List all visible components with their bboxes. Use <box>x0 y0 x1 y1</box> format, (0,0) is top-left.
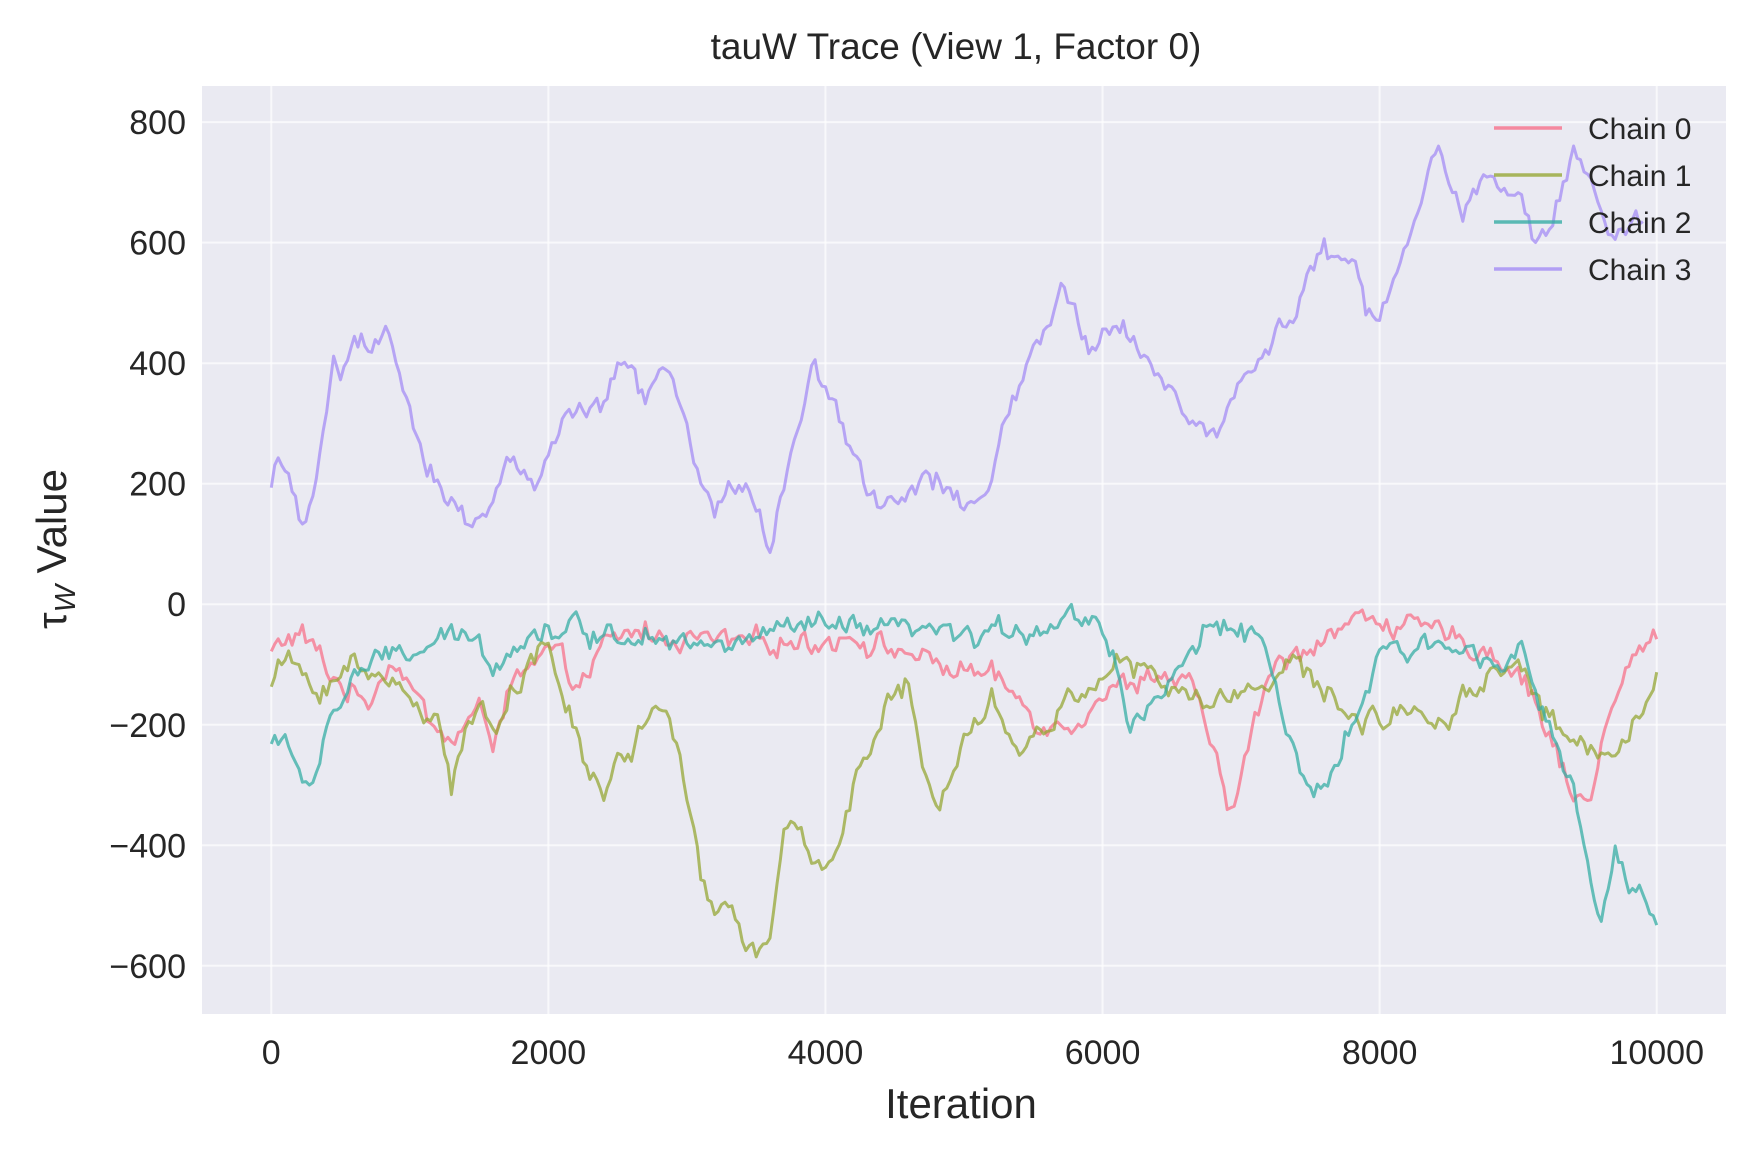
series-layer <box>269 144 1659 959</box>
plot-area <box>202 86 1726 1014</box>
y-axis-label-subscript: W <box>50 582 82 612</box>
legend: Chain 0 Chain 1 Chain 2 Chain 3 <box>1494 113 1691 287</box>
legend-label-chain-1: Chain 1 <box>1588 160 1691 193</box>
legend-label-chain-3: Chain 3 <box>1588 254 1691 287</box>
x-tick-label: 6000 <box>1065 1034 1141 1072</box>
legend-label-chain-2: Chain 2 <box>1588 207 1691 240</box>
grid <box>202 86 1726 1014</box>
y-tick-label: 800 <box>129 104 186 142</box>
x-tick-label: 10000 <box>1609 1034 1704 1072</box>
x-axis-label: Iteration <box>885 1080 1037 1127</box>
x-tick-label: 0 <box>262 1034 281 1072</box>
y-tick-label: 200 <box>129 466 186 504</box>
x-tick-label: 2000 <box>511 1034 587 1072</box>
y-axis-label: τW Value <box>28 469 82 629</box>
x-tick-label: 4000 <box>788 1034 864 1072</box>
series-line-chain-3 <box>269 144 1644 554</box>
y-axis-label-symbol: τ <box>28 612 75 629</box>
series-line-chain-2 <box>269 602 1659 926</box>
y-tick-label: 0 <box>167 586 186 624</box>
y-tick-label: −600 <box>109 948 186 986</box>
y-tick-label: −400 <box>109 827 186 865</box>
y-axis-ticks: −600 −400 −200 0 200 400 600 800 <box>109 104 186 986</box>
x-tick-label: 8000 <box>1342 1034 1418 1072</box>
chart-title: tauW Trace (View 1, Factor 0) <box>711 26 1202 67</box>
y-tick-label: 600 <box>129 225 186 263</box>
series-line-chain-1 <box>269 640 1659 959</box>
y-tick-label: −200 <box>109 707 186 745</box>
y-tick-label: 400 <box>129 345 186 383</box>
legend-label-chain-0: Chain 0 <box>1588 113 1691 146</box>
y-axis-label-rest: Value <box>28 469 75 585</box>
x-axis-ticks: 0 2000 4000 6000 8000 10000 <box>262 1034 1704 1072</box>
